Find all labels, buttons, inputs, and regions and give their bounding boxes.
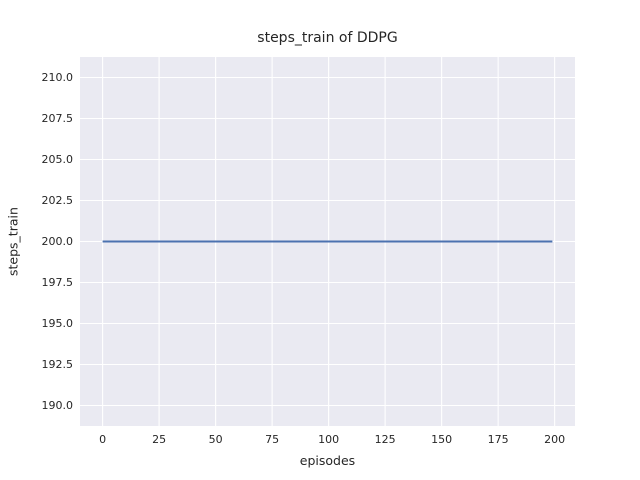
- y-tick-label: 195.0: [41, 316, 74, 330]
- x-tick-label: 0: [99, 433, 107, 446]
- chart-title: steps_train of DDPG: [257, 30, 398, 46]
- y-tick-label: 207.5: [41, 111, 74, 125]
- x-tick-label: 25: [152, 433, 167, 446]
- y-tick-label: 192.5: [41, 357, 74, 371]
- y-tick-label: 205.0: [41, 152, 74, 166]
- y-tick-label: 190.0: [41, 398, 74, 412]
- x-tick-label: 150: [431, 433, 453, 446]
- x-tick-label: 175: [487, 433, 509, 446]
- plot-area: [80, 57, 575, 426]
- x-tick-label: 200: [544, 433, 566, 446]
- x-axis-label: episodes: [299, 453, 356, 468]
- x-tick-label: 125: [374, 433, 396, 446]
- x-tick-label: 100: [318, 433, 340, 446]
- y-tick-label: 202.5: [41, 193, 74, 207]
- line-plot-canvas: [80, 57, 575, 426]
- y-tick-label: 197.5: [41, 275, 74, 289]
- y-tick-label: 200.0: [41, 234, 74, 248]
- y-tick-label: 210.0: [41, 70, 74, 84]
- x-tick-label: 50: [208, 433, 223, 446]
- x-tick-label: 75: [265, 433, 280, 446]
